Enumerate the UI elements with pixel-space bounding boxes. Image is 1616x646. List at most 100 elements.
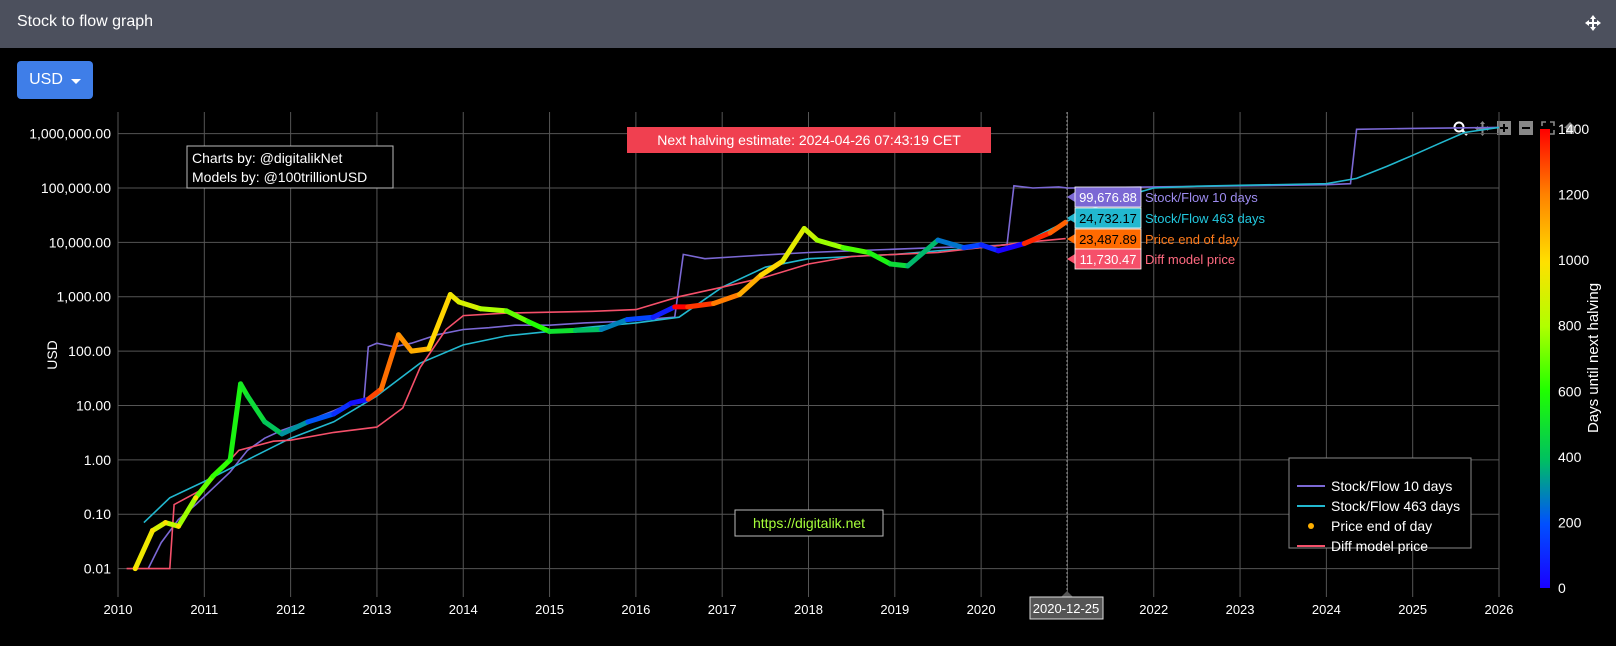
y-tick-label: 0.10 [84, 506, 111, 522]
price-point [150, 528, 156, 534]
legend-label-sf10[interactable]: Stock/Flow 10 days [1331, 478, 1452, 494]
legend-label-price[interactable]: Price end of day [1331, 518, 1432, 534]
price-segment [150, 520, 168, 534]
stock-to-flow-chart[interactable]: 1,000,000.00 100,000.00 10,000.00 1,000.00 1… [0, 112, 1616, 646]
x-tick-label: 2016 [621, 602, 650, 617]
price-segment [175, 495, 199, 529]
x-tick-label: 2025 [1398, 602, 1427, 617]
hover-value-box [1074, 207, 1142, 229]
y-axis-title: USD [44, 340, 60, 370]
price-segment [978, 242, 1001, 254]
colorbar-title: Days until next halving [1585, 283, 1602, 433]
zoom-in-icon[interactable] [1495, 119, 1513, 137]
price-segment [1021, 230, 1053, 247]
hover-pointer [1067, 192, 1075, 202]
price-segment [227, 381, 244, 463]
price-segment [801, 225, 820, 243]
hover-date: 2020-12-25 [1029, 112, 1104, 620]
x-tick-label: 2024 [1312, 602, 1341, 617]
price-segment [736, 272, 764, 297]
legend-label-sf463[interactable]: Stock/Flow 463 days [1331, 498, 1460, 514]
price-segment [279, 419, 311, 437]
price-segment [210, 457, 233, 479]
hover-name-1: Stock/Flow 463 days [1145, 211, 1265, 226]
hover-value-2: 23,487.89 [1079, 232, 1137, 247]
hover-labels: 99,676.88 Stock/Flow 10 days 24,732.17 Stoc… [1067, 186, 1265, 270]
x-tick-label: 2020 [967, 602, 996, 617]
price-segment [650, 304, 678, 320]
zoom-out-icon[interactable] [1517, 119, 1535, 137]
hover-value-1: 24,732.17 [1079, 211, 1137, 226]
x-tick-label: 2026 [1485, 602, 1514, 617]
price-segment [503, 308, 531, 325]
y-tick-label: 0.01 [84, 561, 111, 577]
reset-icon[interactable] [1561, 119, 1579, 137]
legend[interactable]: Stock/Flow 10 days Stock/Flow 463 days P… [1288, 457, 1472, 554]
price-segment [305, 411, 337, 425]
hover-name-2: Price end of day [1145, 232, 1239, 247]
price-point [193, 495, 199, 501]
colorbar-tick-label: 0 [1558, 580, 1566, 596]
price-segment [348, 396, 371, 406]
price-segment [331, 400, 354, 417]
x-tick-label: 2022 [1139, 602, 1168, 617]
hover-name-3: Diff model price [1145, 252, 1235, 267]
x-tick-label: 2013 [362, 602, 391, 617]
credits-line-2: Models by: @100trillionUSD [192, 169, 367, 185]
price-segment [547, 327, 578, 334]
currency-dropdown[interactable]: USD [17, 61, 93, 99]
chevron-down-icon [70, 78, 81, 84]
window-titlebar: Stock to flow graph [0, 0, 1616, 48]
price-segment [995, 241, 1027, 254]
x-tick-label: 2019 [880, 602, 909, 617]
price-segment [478, 306, 509, 314]
price-segment [866, 250, 893, 267]
price-segment [814, 237, 846, 251]
price-segment [961, 242, 984, 251]
colorbar: 0 200 400 600 800 1000 1200 1400 Days until nex… [1540, 121, 1602, 596]
price-segment [365, 386, 384, 402]
price-segment [624, 314, 656, 323]
currency-label: USD [29, 71, 63, 88]
hover-value-box [1074, 248, 1142, 270]
watermark-link[interactable]: https://digitalik.net [753, 515, 865, 531]
price-segment [456, 299, 484, 312]
halving-banner: Next halving estimate: 2024-04-26 07:43:… [627, 127, 991, 153]
y-tick-label: 10.00 [76, 397, 111, 413]
price-segment [244, 393, 268, 425]
legend-swatch-price [1308, 523, 1314, 529]
legend-label-diff[interactable]: Diff model price [1331, 538, 1428, 554]
hover-date-text: 2020-12-25 [1033, 601, 1100, 616]
price-segment [887, 261, 911, 269]
colorbar-tick-label: 1000 [1558, 252, 1589, 268]
hover-pointer [1067, 254, 1075, 264]
series-line-3 [126, 237, 1066, 570]
y-tick-label: 1,000.00 [57, 289, 112, 305]
colorbar-tick-label: 1400 [1558, 121, 1589, 137]
x-tick-label: 2017 [708, 602, 737, 617]
price-segment [572, 326, 604, 333]
window-title: Stock to flow graph [17, 13, 154, 30]
y-tick-label: 10,000.00 [49, 234, 111, 250]
price-segment [598, 317, 630, 332]
move-icon[interactable] [1584, 14, 1602, 32]
price-segment [685, 301, 717, 310]
y-tick-label: 1.00 [84, 452, 111, 468]
y-tick-label: 1,000,000.00 [29, 126, 111, 142]
price-segment [396, 332, 414, 354]
hover-value-3: 11,730.47 [1080, 252, 1137, 267]
hover-pointer [1067, 213, 1075, 223]
price-segment [262, 419, 285, 437]
price-segment [426, 291, 453, 352]
colorbar-tick-label: 200 [1558, 514, 1582, 530]
colorbar-tick-label: 800 [1558, 318, 1582, 334]
hover-pointer [1067, 234, 1075, 244]
price-segment [378, 332, 402, 392]
y-tick-label: 100.00 [68, 343, 111, 359]
hover-value-0: 99,676.88 [1079, 190, 1137, 205]
price-points [132, 219, 1069, 572]
x-tick-label: 2015 [535, 602, 564, 617]
price-segment [711, 291, 742, 307]
price-point [132, 566, 138, 572]
credits-line-1: Charts by: @digitalikNet [192, 150, 342, 166]
